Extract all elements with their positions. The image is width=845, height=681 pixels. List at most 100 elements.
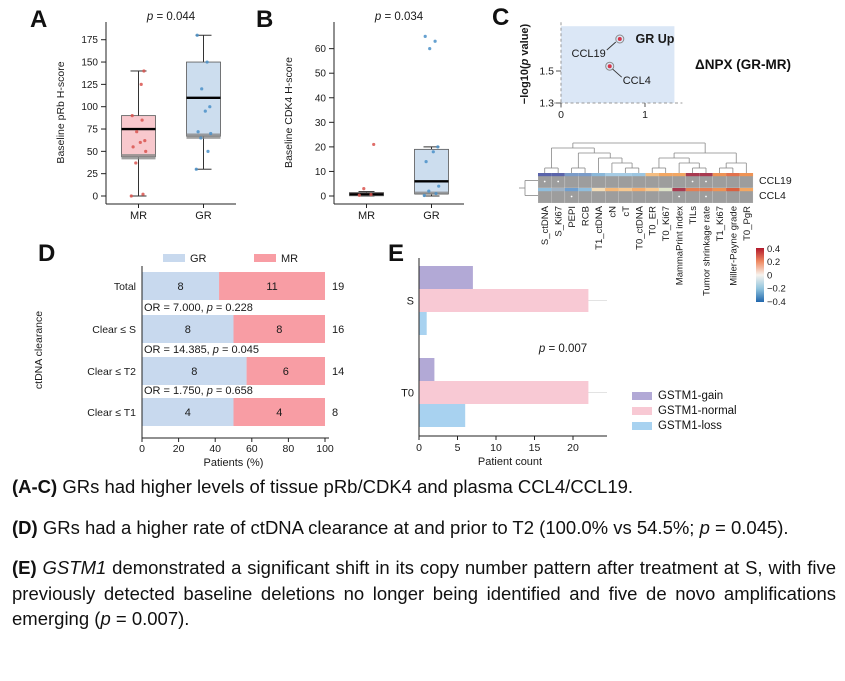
leader-line: [606, 41, 617, 51]
bar-gstm1-gain: [419, 358, 435, 381]
jitter-point: [194, 167, 198, 171]
panel-letter-e: E: [388, 240, 405, 267]
x-tick-label: 0: [416, 442, 422, 454]
y-axis-title: ctDNA clearance: [33, 311, 45, 389]
legend-label-gr: GR: [190, 253, 207, 265]
bar-gstm1-loss: [419, 404, 466, 427]
odds-ratio-label: OR = 1.750, p = 0.658: [144, 385, 253, 397]
panel-letter-b: B: [256, 6, 274, 33]
y-tick-label: 1.5: [539, 66, 554, 78]
bar-value-gr: 4: [185, 407, 191, 419]
heatmap-stripe: [739, 188, 754, 192]
gray-band: [186, 133, 221, 139]
panel-letter-d: D: [38, 240, 56, 267]
significance-dot: [570, 195, 573, 198]
panel-e-groupedbar: S T0 0 5 10 15 20 Patient count p = 0.007: [401, 258, 607, 468]
panel-c-heatmap: CCL19 CCL4 S_ctDNA S_Ki67 PEPI RCB T1_ctDNA cN c…: [519, 142, 792, 308]
heatmap-stripe: [712, 188, 727, 192]
x-tick-label: 0: [558, 109, 564, 121]
gray-band: [121, 154, 156, 160]
gr-up-label: GR Up: [636, 32, 675, 46]
box-mr: [121, 115, 156, 158]
row-label-ccl4: CCL4: [759, 190, 786, 202]
p-value-label: p = 0.034: [374, 11, 424, 23]
x-tick-label: 80: [283, 443, 295, 455]
y-tick-label: 75: [87, 125, 99, 136]
jitter-point: [203, 109, 207, 113]
heatmap-stripe: [672, 173, 686, 177]
y-tick-label: 150: [81, 58, 98, 69]
colorbar: [756, 248, 764, 302]
gray-band: [414, 191, 449, 195]
bar-gstm1-gain: [419, 266, 473, 289]
dnpx-axis-label: ΔNPX (GR-MR): [695, 57, 791, 72]
y-tick-label: 60: [315, 44, 327, 55]
heatmap-stripe: [726, 188, 740, 192]
bar-value-mr: 6: [283, 366, 289, 378]
jitter-point: [139, 82, 143, 86]
heatmap-stripe: [591, 173, 606, 177]
jitter-point: [437, 184, 441, 188]
bar-total: 14: [332, 366, 344, 378]
jitter-point: [372, 142, 376, 147]
jitter-point: [434, 191, 438, 196]
jitter-point: [131, 145, 135, 149]
colorbar-tick-label: 0: [767, 270, 772, 281]
heatmap-stripe: [658, 188, 673, 192]
y-tick-label: 100: [81, 102, 98, 113]
heatmap-stripe: [645, 173, 659, 177]
x-tick-label: 5: [455, 442, 461, 454]
column-label: cN: [607, 206, 618, 218]
legend-swatch: [632, 407, 652, 415]
column-label: MammaPrint index: [675, 206, 686, 285]
x-axis-title: Patient count: [478, 456, 542, 468]
y-tick-label: 0: [320, 192, 326, 203]
jitter-point: [433, 39, 437, 43]
caption-text: GRs had a higher rate of ctDNA clearance…: [37, 516, 700, 538]
gr-up-region: [561, 26, 675, 104]
caption-text: = 0.007).: [110, 608, 190, 630]
caption-text: (D): [12, 516, 38, 538]
jitter-point: [135, 130, 139, 134]
colorbar-tick-label: 0.4: [767, 244, 780, 255]
bar-gr: [142, 315, 234, 343]
bar-total: 16: [332, 324, 344, 336]
legend-label: GSTM1-loss: [658, 420, 722, 432]
heatmap-stripe: [578, 173, 592, 177]
heatmap-stripe: [632, 188, 646, 192]
box-gr: [186, 61, 221, 137]
column-label: T0_Ki67: [661, 206, 672, 241]
heatmap-stripe: [672, 188, 686, 192]
heatmap-stripe: [551, 188, 565, 192]
legend-label-mr: MR: [281, 253, 298, 265]
heatmap-stripe: [618, 188, 633, 192]
heatmap-stripe: [538, 173, 552, 177]
heatmap-stripe: [551, 173, 565, 177]
heatmap-stripe: [658, 173, 673, 177]
panel-d-stackedbar: GR MR 8 11 19 Total OR = 7.000, p = 0.228 8 8 16 C…: [33, 253, 344, 469]
column-label: TILs: [688, 206, 699, 225]
row-label: Total: [114, 281, 136, 293]
panel-c-scatter: 1.3 1.5 0 1 −log10(p value) GR Up CCL19 CCL4: [519, 22, 683, 121]
y-tick-label: 1.3: [539, 98, 554, 110]
odds-ratio-label: OR = 7.000, p = 0.228: [144, 302, 253, 314]
x-tick-label: 40: [209, 443, 221, 455]
significance-dot: [705, 195, 707, 198]
legend-swatch: [632, 392, 652, 400]
category-label: MR: [358, 210, 375, 222]
category-label: GR: [195, 210, 212, 222]
column-label: T0_PgR: [742, 206, 753, 241]
y-tick-label: 125: [81, 80, 98, 91]
column-label: Tumor shrinkage rate: [702, 206, 713, 296]
point-ring: [605, 61, 615, 71]
jitter-point: [141, 192, 145, 196]
legend-swatch: [632, 422, 652, 430]
heatmap-stripe: [645, 188, 659, 192]
point-ring: [615, 34, 625, 44]
jitter-point: [423, 34, 427, 38]
jitter-point: [422, 193, 426, 198]
point-label-ccl4: CCL4: [623, 75, 651, 87]
jitter-point: [427, 189, 431, 193]
bar-gstm1-loss: [419, 312, 427, 335]
heatmap-stripe: [685, 188, 700, 192]
